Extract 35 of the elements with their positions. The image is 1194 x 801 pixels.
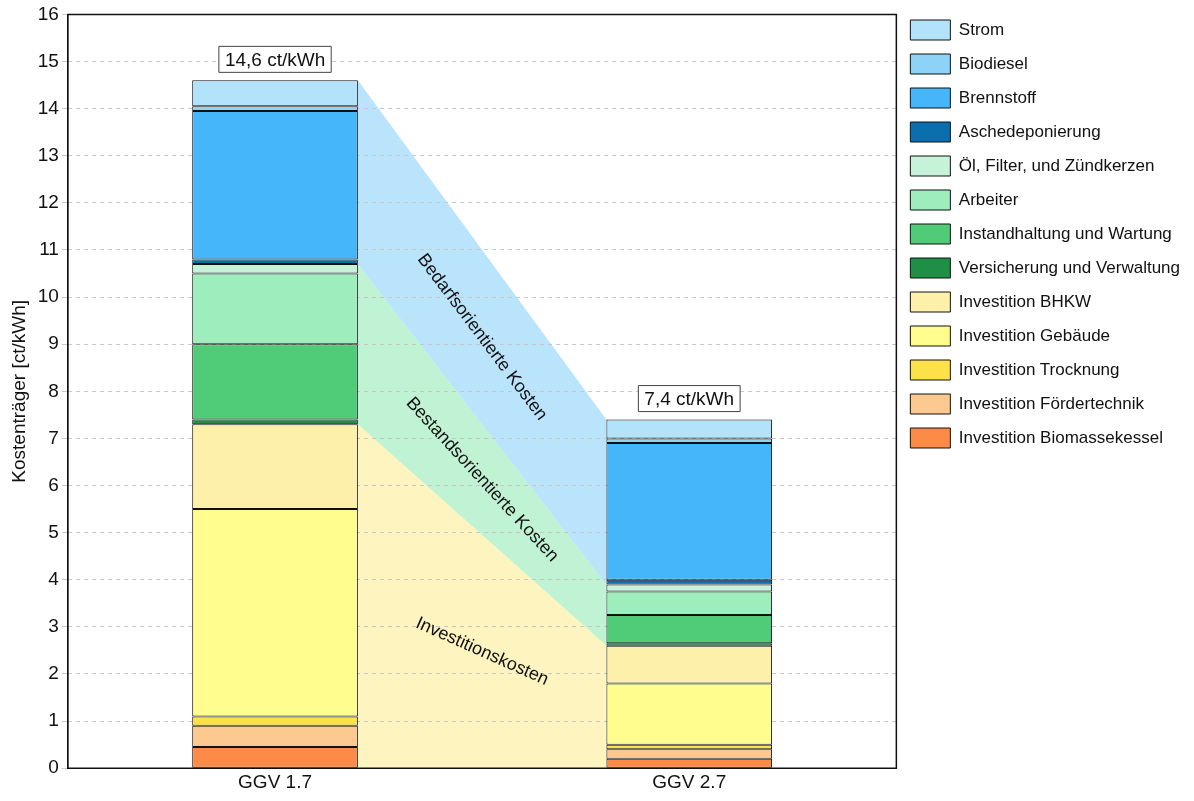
y-tick-label: 5	[48, 520, 59, 542]
y-tick-label: 4	[48, 567, 60, 589]
legend-label: Versicherung und Verwaltung	[958, 257, 1181, 277]
legend-label: Investition Fördertechnik	[958, 393, 1145, 413]
legend-label: Investition Biomassekessel	[958, 427, 1163, 447]
y-tick-label: 16	[37, 2, 59, 24]
legend-label: Biodiesel	[958, 53, 1028, 73]
legend-label: Brennstoff	[958, 87, 1037, 107]
y-tick-label: 10	[37, 285, 59, 307]
y-tick-label: 12	[37, 191, 59, 213]
y-tick-label: 1	[48, 709, 59, 731]
legend-label: Investition BHKW	[958, 291, 1092, 311]
total-label: 7,4 ct/kWh	[644, 387, 735, 409]
y-axis-title: Kostenträger [ct/kWh]	[7, 299, 29, 483]
y-tick-label: 7	[48, 426, 59, 448]
total-label: 14,6 ct/kWh	[224, 48, 326, 70]
legend-label: Arbeiter	[958, 189, 1019, 209]
x-tick-label: GGV 2.7	[652, 770, 727, 792]
legend-label: Aschedeponierung	[958, 121, 1101, 141]
y-tick-label: 8	[48, 379, 59, 401]
y-tick-label: 3	[48, 615, 59, 637]
legend-label: Instandhaltung und Wartung	[958, 223, 1172, 243]
y-tick-label: 2	[48, 662, 59, 684]
y-tick-label: 6	[48, 473, 59, 495]
legend-label: Investition Trocknung	[958, 359, 1120, 379]
x-tick-label: GGV 1.7	[238, 770, 312, 792]
y-tick-label: 0	[48, 756, 59, 778]
legend-label: Strom	[958, 19, 1005, 39]
y-tick-label: 15	[37, 49, 59, 71]
y-tick-label: 9	[48, 332, 59, 354]
y-tick-label: 11	[39, 238, 59, 260]
y-tick-label: 14	[37, 96, 60, 118]
y-tick-label: 13	[37, 143, 59, 165]
legend-label: Öl, Filter, und Zündkerzen	[958, 155, 1155, 175]
legend-label: Investition Gebäude	[958, 325, 1111, 345]
